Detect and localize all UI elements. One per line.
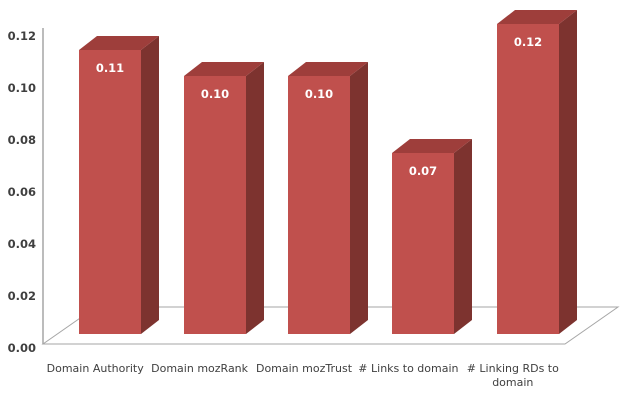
bar-value-label: 0.11 — [96, 61, 124, 75]
bars-group: 0.11 0.10 0.10 0.07 0.12 — [79, 10, 577, 334]
bar-front-face — [79, 50, 141, 334]
bar-front-face — [497, 24, 559, 334]
category-label: # Linking RDs to — [467, 362, 559, 375]
bar--links-to-domain: 0.07 — [392, 139, 472, 334]
bar-side-face — [141, 36, 159, 334]
y-axis-tick-label: 0.10 — [8, 81, 36, 95]
chart-floor — [41, 306, 620, 345]
y-axis-tick-label: 0.04 — [8, 237, 36, 251]
y-axis-tick-label: 0.02 — [8, 289, 36, 303]
y-axis-tick-label: 0.12 — [8, 29, 36, 43]
category-label: Domain Authority — [47, 362, 145, 375]
category-label: Domain mozRank — [151, 362, 249, 375]
bar-side-face — [350, 62, 368, 334]
bar-side-face — [454, 139, 472, 334]
y-axis-tick-label: 0.06 — [8, 185, 36, 199]
bar-top-face — [288, 62, 368, 76]
bar--linking-rds-to-domain: 0.12 — [497, 10, 577, 334]
bar-domain-moztrust: 0.10 — [288, 62, 368, 334]
bar-side-face — [559, 10, 577, 334]
bar-front-face — [288, 76, 350, 334]
bar-domain-mozrank: 0.10 — [184, 62, 264, 334]
category-label: # Links to domain — [358, 362, 458, 375]
bar-value-label: 0.12 — [514, 35, 542, 49]
category-label: Domain mozTrust — [256, 362, 353, 375]
bar-top-face — [497, 10, 577, 24]
bar-value-label: 0.10 — [305, 87, 333, 101]
bar-top-face — [392, 139, 472, 153]
bar-value-label: 0.10 — [201, 87, 229, 101]
y-axis-tick-label: 0.08 — [8, 133, 36, 147]
bar-front-face — [392, 153, 454, 334]
bar-top-face — [79, 36, 159, 50]
bar-value-label: 0.07 — [409, 164, 437, 178]
bar-front-face — [184, 76, 246, 334]
bar-side-face — [246, 62, 264, 334]
y-axis-tick-label: 0.00 — [8, 341, 36, 355]
bar-domain-authority: 0.11 — [79, 36, 159, 334]
bar-top-face — [184, 62, 264, 76]
category-label: domain — [492, 376, 533, 389]
